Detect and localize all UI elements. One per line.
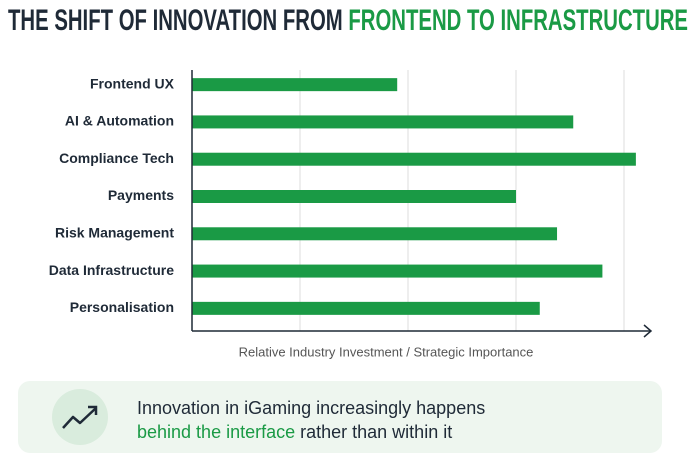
x-axis-label: Relative Industry Investment / Strategic…	[239, 344, 534, 359]
axis-arrow	[643, 324, 653, 338]
category-label: Risk Management	[55, 224, 174, 240]
bar	[192, 301, 540, 315]
category-label: Personalisation	[70, 299, 174, 315]
callout-icon-arrow	[88, 405, 98, 415]
bar	[192, 152, 636, 166]
callout-line1: Innovation in iGaming increasingly happe…	[137, 398, 485, 418]
bar	[192, 264, 603, 278]
chart-title: THE SHIFT OF INNOVATION FROM FRONTEND TO…	[8, 4, 688, 37]
callout-rest: rather than within it	[295, 422, 452, 442]
category-label: AI & Automation	[65, 113, 174, 129]
category-label: Data Infrastructure	[49, 262, 174, 278]
bar	[192, 227, 558, 241]
callout-box	[18, 381, 662, 453]
bar	[192, 78, 398, 92]
bar	[192, 115, 574, 129]
plot: Frontend UX AI & Automation Compliance Tec…	[49, 70, 636, 331]
callout-icon-bg	[52, 389, 108, 445]
category-label: Payments	[108, 187, 174, 203]
title-highlight: FRONTEND TO INFRASTRUCTURE	[348, 4, 688, 37]
category-label: Frontend UX	[90, 75, 175, 91]
bar	[192, 190, 516, 203]
category-label: Compliance Tech	[59, 150, 174, 166]
callout-line2: behind the interface rather than within …	[137, 422, 452, 442]
callout-icon	[62, 407, 97, 429]
title-part: THE SHIFT OF INNOVATION FROM	[8, 4, 348, 37]
callout-highlight: behind the interface	[137, 422, 295, 442]
